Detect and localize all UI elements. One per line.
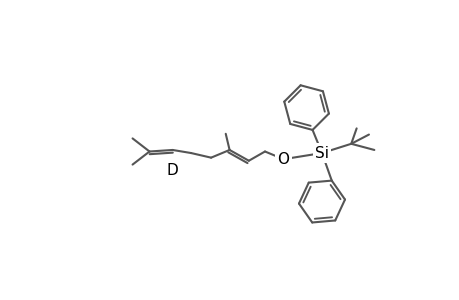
Text: Si: Si: [314, 146, 328, 160]
Text: O: O: [277, 152, 289, 167]
Text: D: D: [166, 163, 178, 178]
